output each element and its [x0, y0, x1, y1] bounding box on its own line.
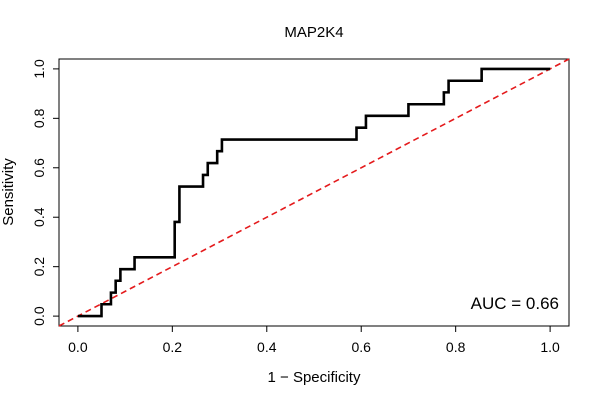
x-tick-label: 0.8 — [446, 339, 466, 355]
y-tick-label: 0.0 — [31, 306, 47, 326]
x-tick-label: 1.0 — [540, 339, 560, 355]
x-tick-label: 0.6 — [351, 339, 371, 355]
x-axis: 0.0 0.2 0.4 0.6 0.8 1.0 — [68, 326, 560, 355]
y-tick-label: 0.6 — [31, 158, 47, 178]
y-tick-label: 0.8 — [31, 108, 47, 128]
chart-title: MAP2K4 — [284, 24, 343, 41]
x-axis-label: 1 − Specificity — [268, 369, 361, 386]
y-axis-label: Sensitivity — [0, 158, 17, 226]
roc-curve-line — [77, 67, 551, 318]
y-tick-label: 0.2 — [31, 257, 47, 277]
auc-annotation: AUC = 0.66 — [471, 294, 559, 313]
x-tick-label: 0.2 — [163, 339, 183, 355]
series-layer — [58, 58, 570, 327]
x-tick-label: 0.4 — [257, 339, 277, 355]
y-axis: 0.0 0.2 0.4 0.6 0.8 1.0 — [31, 59, 59, 326]
plot-area-frame — [58, 58, 570, 327]
y-tick-label: 1.0 — [31, 59, 47, 79]
x-tick-label: 0.0 — [68, 339, 88, 355]
reference-diagonal-line — [58, 58, 570, 327]
y-tick-label: 0.4 — [31, 207, 47, 227]
